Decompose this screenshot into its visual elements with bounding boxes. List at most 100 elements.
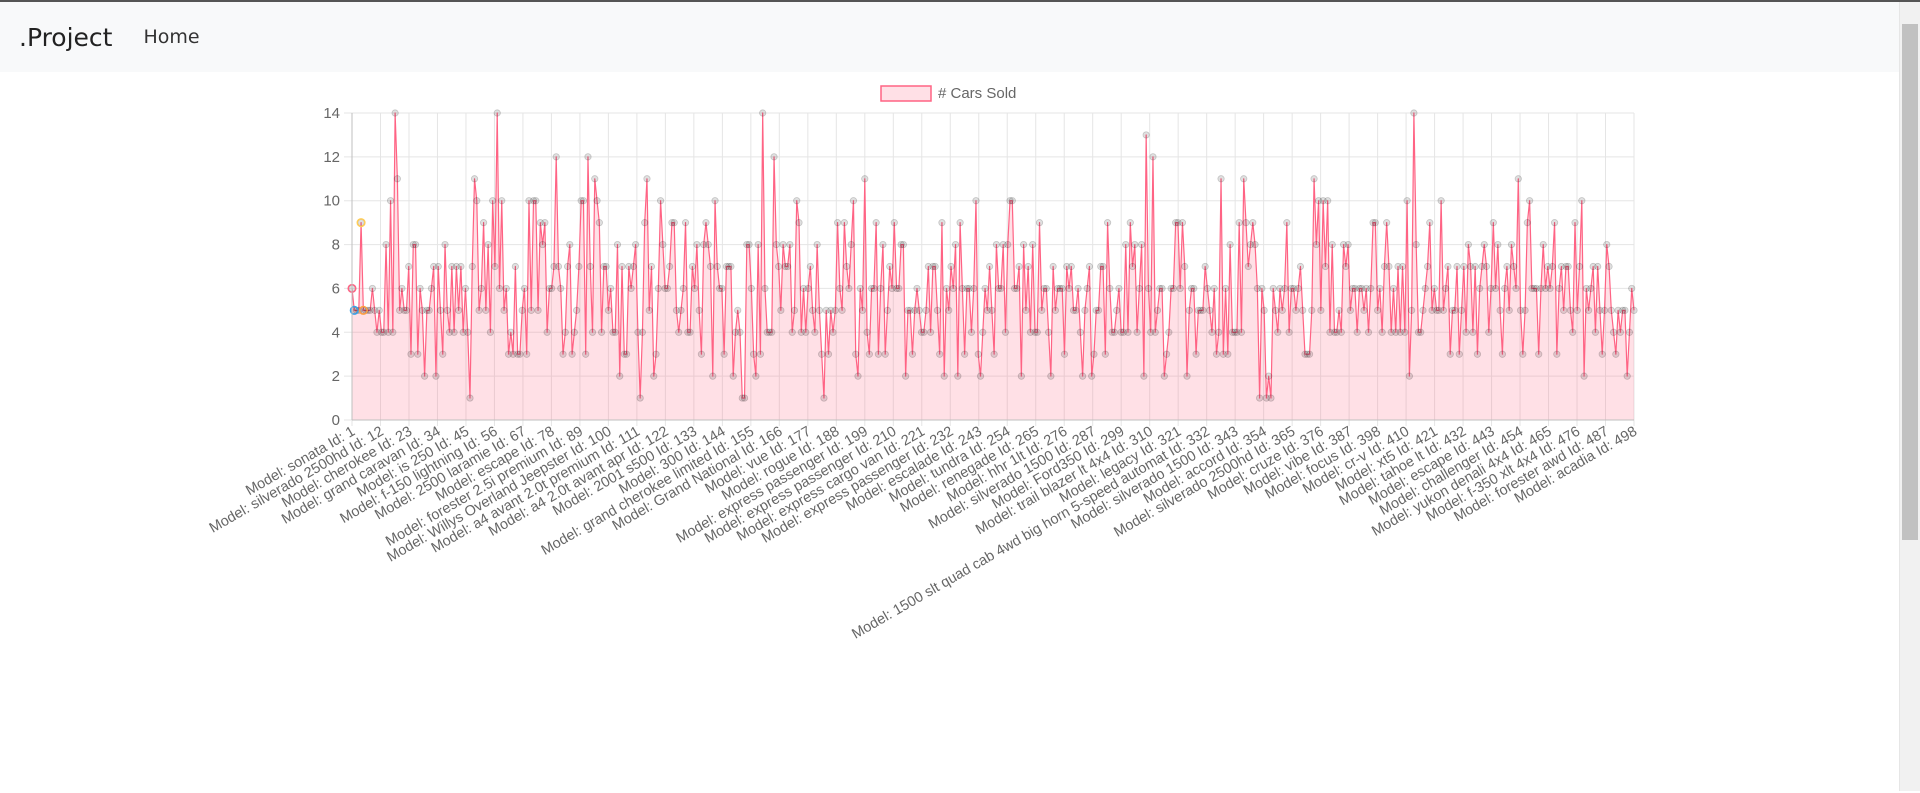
data-point — [1035, 219, 1044, 227]
data-point — [1233, 328, 1241, 336]
data-point — [1217, 175, 1225, 183]
nav-link-home[interactable]: Home — [143, 26, 200, 48]
data-point — [459, 328, 467, 336]
data-point — [956, 219, 964, 227]
data-point — [888, 284, 896, 293]
data-point — [802, 328, 810, 336]
data-point — [1029, 240, 1037, 249]
y-tick-label: 2 — [332, 368, 340, 385]
scrollbar-thumb[interactable] — [1902, 24, 1918, 540]
data-point — [586, 262, 594, 271]
data-point — [958, 284, 966, 293]
data-point — [557, 284, 565, 293]
data-point — [806, 262, 814, 271]
data-point — [1242, 219, 1250, 227]
data-point — [668, 219, 676, 227]
data-point — [713, 262, 721, 271]
data-point — [863, 328, 871, 336]
data-point — [1124, 328, 1132, 336]
data-point — [1403, 197, 1411, 205]
data-point — [1335, 306, 1343, 314]
data-point — [1122, 240, 1130, 249]
data-point — [711, 197, 719, 205]
data-point — [643, 175, 651, 183]
data-point — [1328, 240, 1336, 249]
data-point — [666, 262, 674, 271]
data-point — [480, 219, 488, 227]
data-point — [1378, 328, 1386, 336]
data-point — [1267, 394, 1275, 402]
data-point — [963, 284, 971, 293]
data-point — [1067, 262, 1075, 271]
data-point — [700, 240, 708, 249]
data-point — [647, 262, 656, 271]
data-point — [1530, 284, 1538, 293]
data-point — [541, 219, 549, 227]
data-point — [970, 284, 978, 293]
data-point — [632, 240, 640, 249]
data-point — [1482, 262, 1491, 271]
data-point — [584, 153, 592, 161]
data-point — [927, 328, 935, 336]
data-point — [1308, 306, 1316, 314]
data-point — [1494, 240, 1502, 249]
data-point — [827, 306, 835, 314]
data-point — [992, 240, 1001, 249]
data-point — [981, 284, 989, 293]
data-point — [813, 240, 821, 249]
data-point — [924, 262, 932, 271]
brand-logo[interactable]: .Project — [19, 22, 113, 52]
data-point — [475, 306, 483, 314]
data-point — [1625, 328, 1634, 336]
data-point — [448, 262, 456, 271]
data-point — [563, 262, 572, 271]
data-point — [1333, 328, 1341, 336]
data-point — [1088, 372, 1096, 380]
data-point — [1526, 197, 1534, 205]
data-point — [477, 284, 485, 293]
data-point — [756, 350, 765, 358]
data-point — [1339, 240, 1348, 249]
data-point — [1299, 306, 1307, 314]
data-point — [375, 306, 383, 314]
data-point — [1387, 328, 1395, 336]
data-point — [929, 262, 937, 271]
data-point — [1405, 372, 1413, 380]
data-point — [1351, 284, 1359, 293]
data-point — [1117, 328, 1125, 336]
highlight-point — [356, 218, 366, 228]
data-point — [942, 284, 951, 293]
data-point — [1001, 328, 1010, 336]
data-point — [652, 350, 660, 358]
data-point — [1251, 240, 1259, 249]
data-point — [951, 240, 960, 249]
data-point — [1160, 372, 1168, 380]
data-point — [1215, 328, 1223, 336]
legend-swatch — [880, 85, 932, 102]
data-point — [441, 240, 449, 249]
data-point — [1249, 219, 1257, 227]
data-point — [1369, 219, 1377, 227]
data-point — [1097, 262, 1105, 271]
data-point — [1507, 240, 1516, 249]
data-point — [421, 372, 429, 380]
data-point — [1426, 219, 1434, 227]
data-point — [602, 262, 610, 271]
data-point — [1072, 306, 1080, 314]
data-point — [906, 306, 914, 314]
data-point — [543, 328, 551, 336]
data-point — [1285, 328, 1293, 336]
data-point — [566, 240, 574, 249]
data-point — [1226, 240, 1234, 249]
data-point — [1283, 219, 1291, 227]
data-point — [518, 306, 526, 314]
data-point — [409, 240, 417, 249]
data-point — [1106, 284, 1114, 293]
data-point — [380, 328, 388, 336]
data-point — [947, 262, 955, 271]
data-point — [815, 306, 824, 314]
data-point — [1069, 306, 1078, 314]
vertical-scrollbar[interactable] — [1899, 2, 1920, 791]
data-point — [938, 219, 946, 227]
data-point — [1135, 284, 1143, 293]
